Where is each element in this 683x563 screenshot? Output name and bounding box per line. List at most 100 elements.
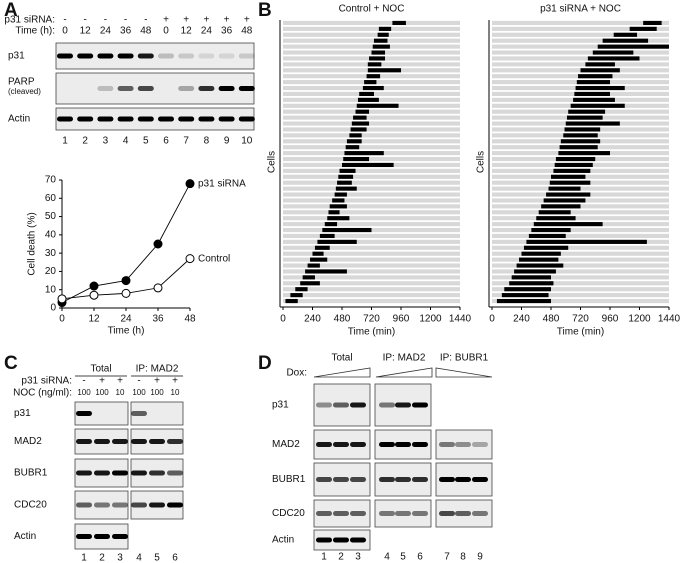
mitosis-bar [501, 293, 549, 298]
row-header: Time (h): [15, 26, 55, 37]
lane-noc: 10 [116, 388, 125, 397]
band [395, 402, 411, 408]
observation-bar [492, 298, 669, 304]
mitosis-bar [576, 80, 610, 85]
mitosis-bar [573, 97, 615, 102]
lane-number: 4 [384, 552, 390, 563]
lane-time: 36 [120, 26, 132, 37]
wedge [375, 367, 433, 378]
mitosis-bar [366, 74, 381, 79]
dox-wedges [313, 367, 493, 378]
x-axis-label: Time (min) [557, 327, 604, 338]
band [379, 442, 395, 447]
observation-bar [283, 287, 460, 292]
observation-bar [283, 139, 460, 144]
mitosis-bar [526, 239, 647, 244]
row-header: p31 siRNA: [4, 15, 55, 26]
lane-number: 9 [477, 552, 483, 563]
lane-number: 2 [99, 553, 105, 563]
band [316, 537, 332, 543]
band [97, 53, 114, 59]
x-tick-label: 720 [363, 314, 380, 325]
lane-noc: 10 [171, 388, 180, 397]
lane-number: 8 [204, 136, 210, 147]
mitosis-bar [565, 121, 620, 126]
band [117, 86, 134, 91]
lane-treatment: + [163, 15, 169, 26]
mitosis-bar [548, 186, 581, 191]
observation-bar [492, 50, 669, 55]
band [218, 86, 235, 91]
observation-bar [283, 293, 460, 298]
mitosis-bar [285, 298, 298, 304]
y-tick-label: 40 [45, 229, 57, 240]
observation-bar [283, 298, 460, 304]
mitosis-bar [521, 251, 561, 256]
lane-number: 6 [163, 136, 169, 147]
lane-treatment: + [183, 15, 189, 26]
band [131, 411, 147, 416]
mitosis-bar [546, 192, 591, 197]
lane-treatment: - [63, 15, 66, 26]
lane-number: 8 [460, 552, 466, 563]
band [178, 53, 195, 59]
observation-bar [283, 115, 460, 120]
mitosis-bar [551, 174, 586, 179]
observation-bar [283, 38, 460, 43]
mitosis-bar [339, 168, 356, 173]
mitosis-bar [566, 115, 603, 120]
point [89, 281, 99, 291]
band [316, 477, 332, 482]
mitosis-bar [377, 32, 389, 37]
observation-bar [492, 269, 669, 274]
mitosis-bar [580, 68, 620, 73]
mitosis-bar [334, 192, 347, 197]
mitosis-bar [563, 133, 598, 138]
blot-row-label: MAD2 [14, 436, 42, 447]
lane-treatment: - [104, 15, 107, 26]
mitosis-bar [585, 62, 615, 67]
band [112, 439, 128, 444]
group-label: IP: BUBR1 [440, 353, 489, 364]
observation-bar [283, 269, 460, 274]
mitosis-bar [558, 151, 610, 156]
y-axis-label: Cells [267, 151, 278, 173]
x-tick-label: 960 [602, 314, 619, 325]
mitosis-bar [350, 127, 367, 132]
band [198, 53, 215, 59]
mitosis-bar [519, 257, 559, 262]
band [94, 502, 110, 508]
mitosis-bar [302, 275, 315, 280]
lane-number: 1 [81, 553, 87, 563]
x-tick-label: 720 [572, 314, 589, 325]
point [153, 283, 163, 293]
lane-number: 3 [355, 552, 361, 563]
point [121, 288, 131, 298]
x-tick-label: 24 [120, 314, 132, 325]
mitosis-bar [516, 263, 564, 268]
mitosis-bar [570, 103, 625, 108]
band [333, 477, 349, 482]
band [218, 53, 235, 59]
band [439, 477, 455, 482]
band [178, 116, 195, 122]
observation-bar [492, 216, 669, 221]
band [333, 402, 349, 408]
band [472, 477, 488, 482]
observation-bar [283, 180, 460, 185]
mitosis-bar [300, 281, 320, 286]
lane-time: 24 [201, 26, 213, 37]
band [131, 439, 147, 444]
mitosis-bar [314, 245, 330, 250]
mitosis-bar [543, 198, 586, 203]
mitosis-bar [307, 263, 320, 268]
mitosis-bar [335, 186, 357, 191]
band [238, 53, 255, 59]
lane-treatment: - [84, 15, 87, 26]
lane-treatment: + [203, 15, 209, 26]
y-tick-label: 0 [50, 303, 56, 314]
lane-number: 3 [103, 136, 109, 147]
observation-bar [283, 204, 460, 209]
mitosis-bar [344, 151, 384, 156]
